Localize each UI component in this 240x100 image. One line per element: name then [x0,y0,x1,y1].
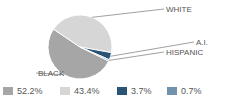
html-text:3.7%: 3.7% [131,86,152,96]
html-text:43.4%: 43.4% [74,86,100,96]
svg-text:BLACK: BLACK [38,69,65,78]
svg-text:A.I.: A.I. [196,38,208,47]
svg-text:WHITE: WHITE [166,5,192,14]
html-text:0.7%: 0.7% [181,86,202,96]
svg-text:HISPANIC: HISPANIC [166,48,203,57]
html-text:52.2%: 52.2% [17,86,43,96]
